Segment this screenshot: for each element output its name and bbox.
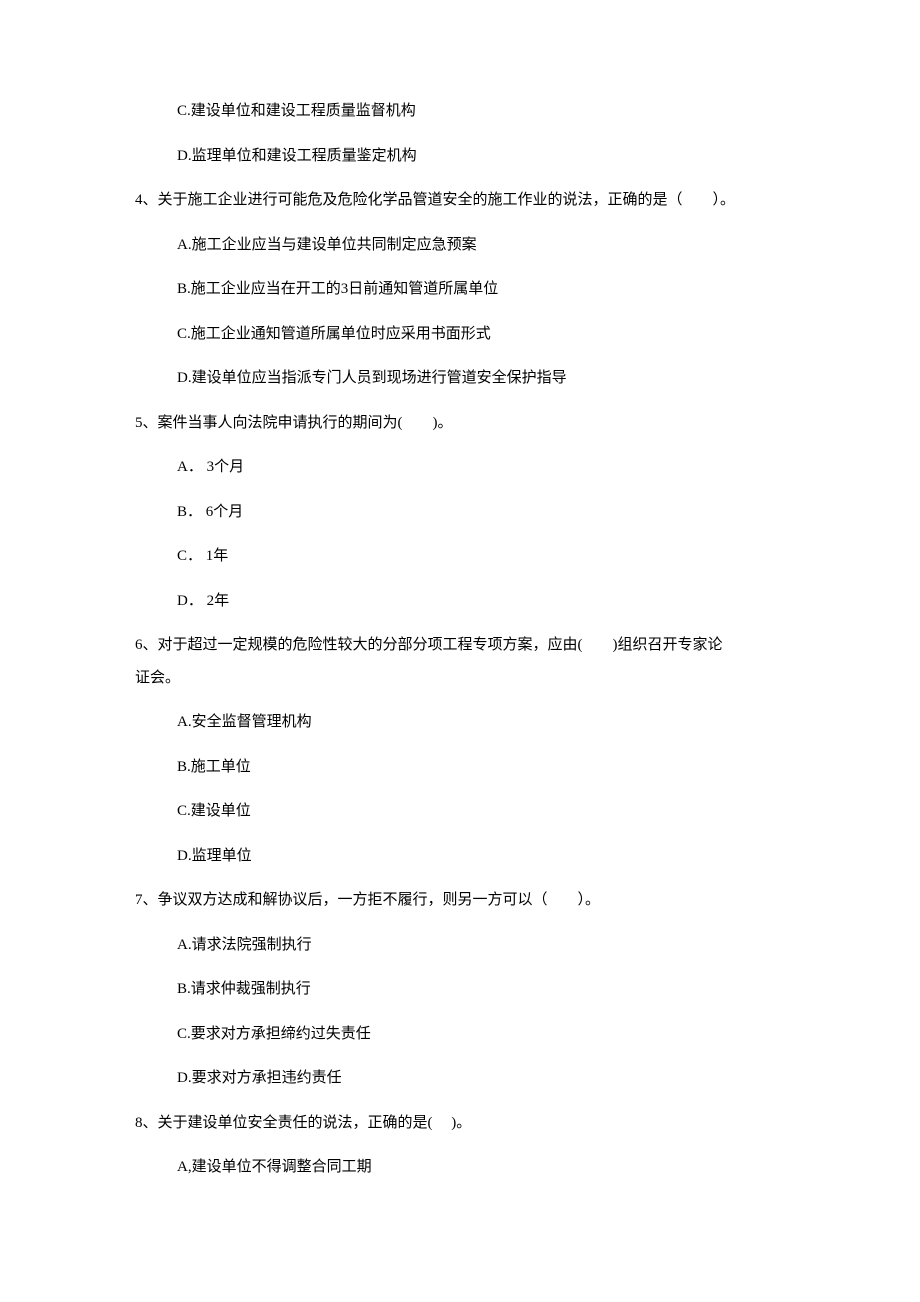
q5-option-d: D． 2年 xyxy=(177,590,785,613)
q6-option-b: B.施工单位 xyxy=(177,756,785,779)
q6-stem-line2: 证会。 xyxy=(135,667,785,690)
q6-option-a: A.安全监督管理机构 xyxy=(177,711,785,734)
q4-option-d: D.建设单位应当指派专门人员到现场进行管道安全保护指导 xyxy=(177,367,785,390)
q7-stem: 7、争议双方达成和解协议后，一方拒不履行，则另一方可以（ ）。 xyxy=(135,889,785,912)
q8-stem: 8、关于建设单位安全责任的说法，正确的是( )。 xyxy=(135,1112,785,1135)
q6-option-c: C.建设单位 xyxy=(177,800,785,823)
q7-option-b: B.请求仲裁强制执行 xyxy=(177,978,785,1001)
q6-option-d: D.监理单位 xyxy=(177,845,785,868)
q4-stem: 4、关于施工企业进行可能危及危险化学品管道安全的施工作业的说法，正确的是（ ）。 xyxy=(135,189,785,212)
q4-option-b: B.施工企业应当在开工的3日前通知管道所属单位 xyxy=(177,278,785,301)
q5-stem: 5、案件当事人向法院申请执行的期间为( )。 xyxy=(135,412,785,435)
q7-option-a: A.请求法院强制执行 xyxy=(177,934,785,957)
q4-option-c: C.施工企业通知管道所属单位时应采用书面形式 xyxy=(177,323,785,346)
q6-stem-line1: 6、对于超过一定规模的危险性较大的分部分项工程专项方案，应由( )组织召开专家论 xyxy=(135,634,785,657)
q7-option-d: D.要求对方承担违约责任 xyxy=(177,1067,785,1090)
q5-option-c: C． 1年 xyxy=(177,545,785,568)
q8-option-a: A,建设单位不得调整合同工期 xyxy=(177,1156,785,1179)
q3-option-c: C.建设单位和建设工程质量监督机构 xyxy=(177,100,785,123)
q5-option-b: B． 6个月 xyxy=(177,501,785,524)
q7-option-c: C.要求对方承担缔约过失责任 xyxy=(177,1023,785,1046)
q4-option-a: A.施工企业应当与建设单位共同制定应急预案 xyxy=(177,234,785,257)
q3-option-d: D.监理单位和建设工程质量鉴定机构 xyxy=(177,145,785,168)
q5-option-a: A． 3个月 xyxy=(177,456,785,479)
